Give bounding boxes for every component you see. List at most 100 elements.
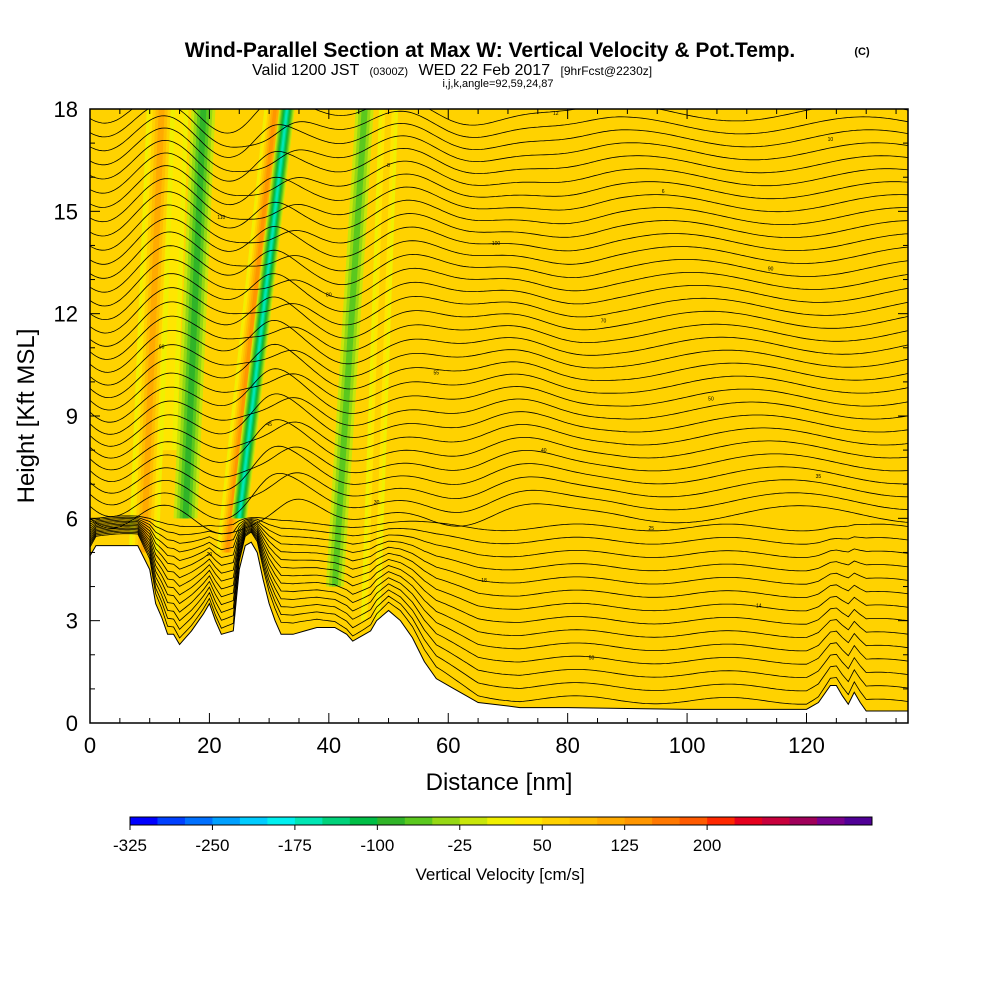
colorbar-swatch	[844, 817, 873, 825]
x-axis-label: Distance [nm]	[426, 769, 573, 796]
colorbar-tick-label: -325	[113, 836, 147, 855]
isentrope-line	[90, 393, 908, 447]
terrain-mask	[90, 541, 908, 723]
downdraft-band	[331, 109, 368, 587]
isentrope-line	[90, 139, 908, 182]
contour-label: 12	[553, 111, 559, 117]
contour-label: 70	[601, 319, 607, 325]
x-tick-label: 20	[197, 733, 221, 758]
isentrope-line	[90, 419, 908, 471]
isentrope-line	[90, 515, 908, 532]
colorbar-swatch	[789, 817, 818, 825]
valid-time: Valid 1200 JST	[252, 62, 360, 79]
colorbar-swatch	[487, 817, 516, 825]
isentrope-line	[90, 519, 908, 572]
contour-label: 6	[662, 189, 665, 195]
isentrope-line	[90, 527, 908, 652]
isentrope-line	[90, 446, 908, 483]
colorbar-swatch	[322, 817, 351, 825]
isentrope-line	[90, 421, 908, 459]
contour-label: 80	[326, 293, 332, 299]
y-tick-label: 6	[66, 506, 78, 531]
isentrope-line	[90, 372, 908, 411]
colorbar-swatch	[707, 817, 736, 825]
isentrope-line	[90, 528, 908, 665]
contour-label: 18	[481, 578, 487, 584]
isentrope-line	[90, 152, 908, 196]
contour-label: 25	[648, 526, 654, 532]
colorbar-tick-label: -25	[447, 836, 472, 855]
contour-label: 10	[828, 137, 834, 143]
isentrope-line	[90, 343, 908, 399]
contour-label: 50	[589, 656, 595, 662]
isentrope-line	[90, 518, 908, 558]
y-tick-label: 0	[66, 711, 78, 736]
contour-label: 50	[708, 396, 714, 402]
isentrope-line	[90, 115, 908, 158]
copyright-mark: (C)	[854, 46, 870, 58]
updraft-band	[225, 109, 277, 553]
colorbar-label: Vertical Velocity [cm/s]	[415, 865, 584, 884]
colorbar-swatch	[212, 817, 241, 825]
isentrope-line	[90, 178, 908, 223]
colorbar-swatch	[294, 817, 323, 825]
isentrope-line	[90, 218, 908, 265]
x-tick-label: 60	[436, 733, 460, 758]
isentrope-line	[90, 259, 908, 307]
isentrope-line	[90, 319, 908, 373]
colorbar-swatch	[267, 817, 296, 825]
plot-area: 3050901418202530354045505560708090100110…	[54, 97, 909, 758]
contour-label: 35	[816, 474, 822, 480]
isentrope-line	[90, 530, 908, 692]
colorbar-swatch	[157, 817, 186, 825]
isentrope-line	[90, 526, 908, 639]
updraft-band	[367, 109, 392, 621]
colorbar-swatch	[597, 817, 626, 825]
section-params: i,j,k,angle=92,59,24,87	[442, 78, 553, 90]
isentrope-line	[90, 109, 908, 134]
contour-label: 14	[756, 604, 762, 610]
chart-subtitle: Valid 1200 JST (0300Z) WED 22 Feb 2017 […	[252, 62, 652, 79]
colorbar-swatch	[349, 817, 378, 825]
y-tick-label: 12	[54, 302, 78, 327]
axis-ticks: 0 20 40 60 80 100 120 0 3 6 9 12 15 18	[54, 97, 908, 758]
contour-label: 100	[492, 241, 501, 247]
colorbar-tick-label: 50	[533, 836, 552, 855]
isentrope-line	[90, 531, 908, 705]
colorbar-tick-label: -175	[278, 836, 312, 855]
colorbar-swatch	[762, 817, 791, 825]
isentrope-line	[90, 296, 908, 347]
isentrope-line	[90, 127, 908, 172]
valid-date: WED 22 Feb 2017	[418, 62, 550, 79]
isentrope-line	[90, 287, 908, 334]
contour-label: 90	[768, 267, 774, 273]
isentrope-line	[90, 368, 908, 423]
isentrope-line	[90, 523, 908, 612]
isentrope-line	[90, 245, 908, 293]
colorbar-tick-label: 125	[610, 836, 638, 855]
colorbar-swatch	[817, 817, 846, 825]
contour-label: 45	[266, 422, 272, 428]
isentrope-line	[90, 165, 908, 208]
colorbar-swatch	[404, 817, 433, 825]
colorbar-swatch	[652, 817, 681, 825]
y-tick-label: 18	[54, 97, 78, 122]
isentrope-line	[90, 520, 908, 585]
isentrope-line	[90, 191, 908, 237]
colorbar-swatch	[679, 817, 708, 825]
colorbar-swatch	[542, 817, 571, 825]
forecast-info: [9hrFcst@2230z]	[561, 64, 653, 78]
colorbar-swatch	[184, 817, 213, 825]
colorbar-tick-label: 200	[693, 836, 721, 855]
y-tick-label: 9	[66, 404, 78, 429]
contour-label: 30	[374, 500, 380, 506]
colorbar-swatch	[734, 817, 763, 825]
x-tick-label: 0	[84, 733, 96, 758]
isentrope-line	[90, 344, 908, 386]
colorbar: -325 -250 -175 -100 -25 50 125 200	[113, 816, 873, 855]
updraft-band	[140, 109, 165, 553]
colorbar-swatch	[569, 817, 598, 825]
contour-label: 40	[541, 448, 547, 454]
downdraft-band	[238, 109, 289, 519]
